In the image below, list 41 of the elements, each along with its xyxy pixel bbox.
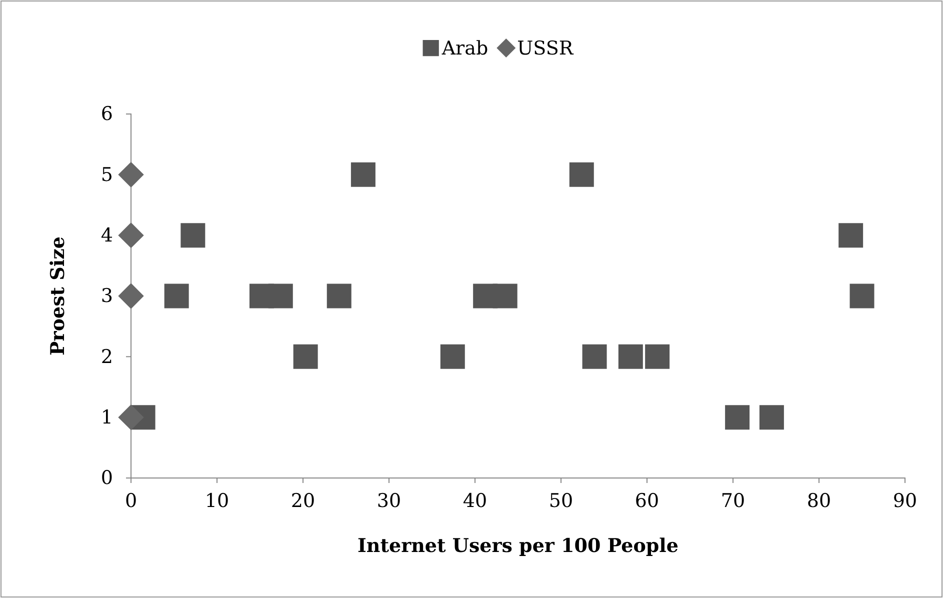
y-tick-label: 0 (100, 467, 113, 490)
point (725, 405, 750, 430)
y-tick-label: 6 (100, 103, 113, 126)
x-tick-label: 10 (204, 490, 230, 512)
point (118, 222, 144, 248)
point (618, 344, 643, 369)
y-tick-label: 5 (100, 164, 113, 186)
point (582, 344, 607, 369)
point (326, 284, 352, 308)
point (268, 284, 293, 308)
x-tick-label: 40 (462, 490, 488, 512)
x-tick-label: 60 (634, 490, 660, 512)
x-tick-label: 80 (806, 490, 832, 512)
point (180, 223, 206, 248)
y-tick-label: 2 (100, 346, 113, 368)
y-tick-label: 3 (100, 285, 113, 308)
point (440, 344, 465, 369)
point (645, 344, 670, 369)
y-tick-label: 4 (100, 224, 113, 246)
point (569, 162, 594, 187)
x-tick-label: 50 (548, 490, 574, 512)
x-tick-label: 90 (892, 490, 918, 512)
point (492, 284, 518, 308)
legend-label: Arab (440, 38, 488, 60)
x-tick-label: 0 (124, 490, 138, 512)
x-tick-label: 20 (290, 490, 316, 512)
x-tick-label: 30 (376, 490, 402, 512)
point (118, 404, 144, 430)
point (850, 284, 874, 308)
x-tick-label: 70 (720, 490, 746, 512)
x-axis-title: Internet Users per 100 People (358, 535, 678, 557)
y-axis-title: Proest Size (47, 236, 69, 356)
point (118, 283, 144, 309)
legend-label: USSR (517, 38, 574, 60)
y-tick-label: 1 (100, 406, 113, 428)
point (838, 223, 864, 248)
point (759, 405, 784, 430)
point (164, 284, 189, 308)
point (293, 344, 318, 369)
point (118, 162, 144, 188)
point (350, 162, 376, 187)
